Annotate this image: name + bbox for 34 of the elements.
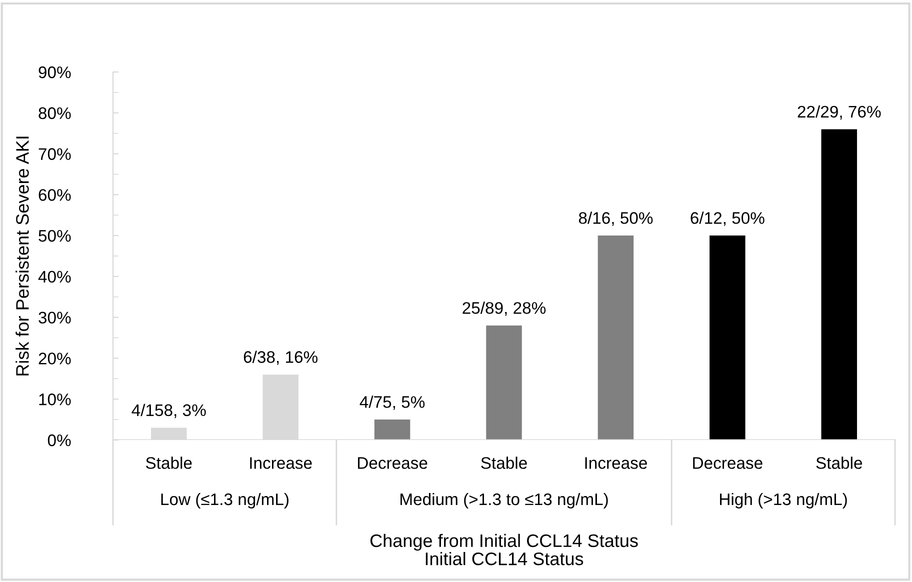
y-tick-label: 0%: [48, 434, 71, 446]
y-tick-label: 60%: [38, 189, 71, 201]
data-label: 25/89, 28%: [462, 302, 546, 316]
data-label: 22/29, 76%: [798, 105, 881, 120]
x-axis-title: Change from Initial CCL14 Status Initial CCL14 Status: [370, 534, 638, 566]
x-tick-label: Stable: [816, 456, 862, 469]
bar: [486, 326, 522, 440]
text: Low (≤1.3 ng/mL): [161, 492, 288, 508]
y-tick-label: 50%: [38, 230, 71, 242]
x-tick-label: Increase: [585, 457, 647, 469]
data-label: 6/12, 50%: [690, 212, 764, 226]
y-tick-label: 30%: [38, 312, 71, 324]
y-tick-label: 90%: [38, 66, 71, 78]
bar: [374, 420, 410, 440]
bar: [710, 236, 746, 440]
y-tick-label: 80%: [38, 107, 71, 120]
x-tick-label: Decrease: [358, 457, 428, 469]
data-label: 4/75, 5%: [360, 396, 425, 410]
x-tick-label: Decrease: [693, 457, 762, 469]
data-label: 8/16, 50%: [578, 212, 653, 226]
bar: [598, 236, 634, 440]
data-label: 4/158, 3%: [132, 404, 206, 418]
y-tick-label: 20%: [38, 352, 71, 364]
y-tick-label: 10%: [39, 394, 71, 406]
text: High (>13 ng/mL): [720, 492, 847, 508]
y-axis-title: Risk for Persistent Severe AKI: [16, 136, 29, 376]
y-tick-label: 70%: [38, 148, 71, 160]
x-tick-label: Stable: [481, 456, 527, 469]
x-tick-label: Stable: [146, 456, 192, 469]
text: Medium (>1.3 to ≤13 ng/mL): [400, 492, 608, 508]
data-label: 6/38, 16%: [244, 350, 318, 365]
y-tick-label: 40%: [38, 270, 71, 283]
x-tick-label: Increase: [250, 457, 312, 469]
bar: [821, 129, 858, 440]
